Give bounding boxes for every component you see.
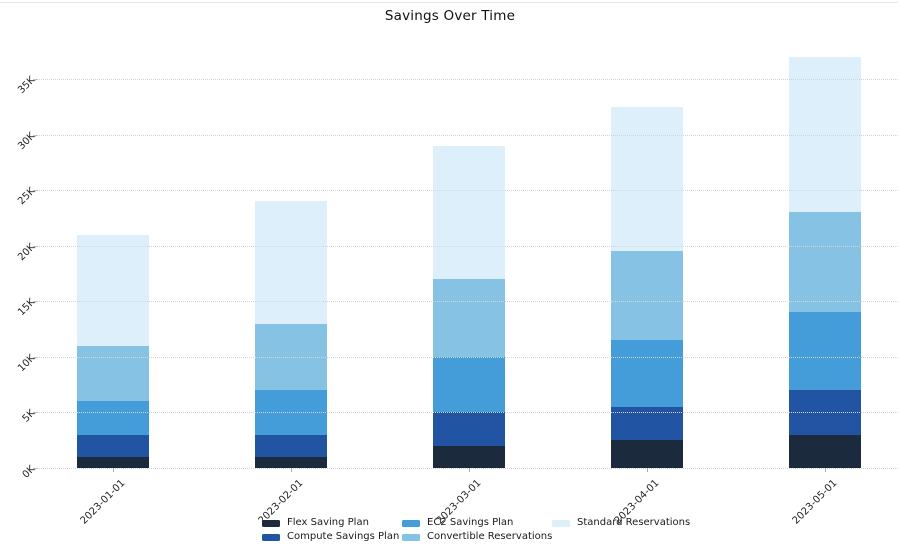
gridline-25k [33,190,898,192]
legend-label: Standard Reservations [577,517,691,528]
legend-item-standard-reservations[interactable]: Standard Reservations [552,516,690,530]
bar-segment-compute-savings-plan [433,412,505,446]
gridline-5k [33,412,898,414]
bar-segment-ec2-savings-plan [77,401,149,435]
bar-segment-standard-reservations [77,234,149,346]
legend-swatch-icon [402,519,420,527]
bar-segment-flex-saving-plan [433,445,505,468]
x-tick-mark [113,468,114,472]
bar-segment-standard-reservations [611,106,683,252]
bar-segment-flex-saving-plan [789,434,861,468]
legend-swatch-icon [402,533,420,541]
legend-swatch-icon [552,519,570,527]
bar-segment-ec2-savings-plan [789,312,861,391]
legend-label: Flex Saving Plan [287,517,369,528]
top-border-line [0,2,898,3]
bar-segment-ec2-savings-plan [255,390,327,435]
y-tick-label: 5K [20,408,38,426]
y-tick-mark [33,79,38,80]
x-tick-mark [825,468,826,472]
y-tick-mark [33,245,38,247]
gridline-15k [33,301,898,303]
gridline-20k [33,245,898,247]
chart-title: Savings Over Time [384,8,516,24]
legend-label: Convertible Reservations [427,531,553,542]
y-tick-label: 0K [20,463,38,481]
bar-segment-compute-savings-plan [77,434,149,457]
bar-segment-flex-saving-plan [611,440,683,468]
legend-swatch-icon [262,519,280,527]
legend-item-ec2-savings-plan[interactable]: EC2 Savings Plan [402,516,552,530]
y-tick-label: 10K [16,352,38,375]
bar-segment-convertible-reservations [611,251,683,341]
bar-segment-ec2-savings-plan [433,356,505,413]
legend: Flex Saving Plan Compute Savings Plan EC2 … [0,516,900,548]
bar-segment-convertible-reservations [433,279,505,357]
bar-segment-compute-savings-plan [611,406,683,441]
bar-segment-ec2-savings-plan [611,340,683,407]
x-tick-mark [469,468,470,472]
x-tick-mark [291,468,292,472]
legend-swatch-icon [262,533,280,541]
gridline-35k [33,79,898,80]
bar-segment-standard-reservations [433,145,505,280]
gridline-30k [33,134,898,136]
y-tick-label: 15K [16,297,38,319]
bar-segment-compute-savings-plan [255,434,327,457]
y-tick-mark [33,190,38,192]
x-tick-mark [647,468,648,472]
legend-column: EC2 Savings Plan Convertible Reservations [402,516,552,544]
y-tick-label: 30K [16,130,38,152]
legend-label: Compute Savings Plan [287,531,400,542]
y-tick-mark [33,134,38,136]
bar-segment-flex-saving-plan [255,456,327,468]
y-tick-mark [33,301,38,303]
bar-segment-flex-saving-plan [77,456,149,468]
bar-segment-convertible-reservations [255,323,327,391]
y-tick-label: 35K [16,74,38,97]
bar-segment-convertible-reservations [789,212,861,313]
y-tick-mark [33,412,38,414]
legend-item-convertible-reservations[interactable]: Convertible Reservations [402,530,552,544]
bar-segment-compute-savings-plan [789,390,861,435]
legend-item-flex-saving-plan[interactable]: Flex Saving Plan [262,516,399,530]
legend-label: EC2 Savings Plan [427,517,514,528]
gridline-10k [33,356,898,358]
y-tick-label: 25K [16,185,38,208]
y-tick-label: 20K [16,241,38,263]
bar-segment-convertible-reservations [77,345,149,402]
gridline-0k [33,468,898,469]
bar-segment-standard-reservations [255,201,327,324]
legend-item-compute-savings-plan[interactable]: Compute Savings Plan [262,530,399,544]
y-tick-mark [33,468,38,469]
legend-column: Flex Saving Plan Compute Savings Plan [262,516,399,544]
legend-column: Standard Reservations [552,516,690,530]
y-tick-mark [33,356,38,358]
